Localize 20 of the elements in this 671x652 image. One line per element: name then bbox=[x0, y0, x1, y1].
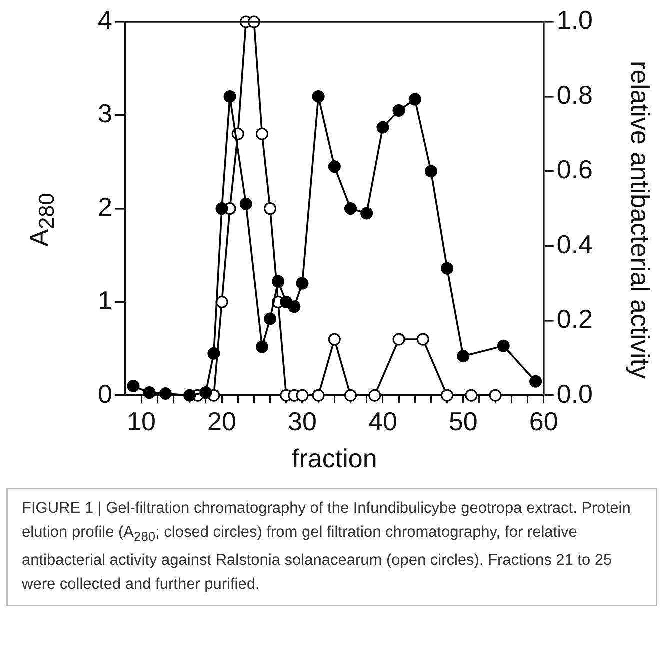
y2-tick-label: 1.0 bbox=[556, 5, 594, 36]
x-axis-title: fraction bbox=[292, 444, 378, 474]
y2-tick-label: 0.0 bbox=[556, 378, 594, 409]
y-tick-label: 0 bbox=[98, 378, 112, 409]
y-tick-label: 2 bbox=[98, 192, 112, 222]
x-tick-label: 40 bbox=[368, 406, 398, 436]
x-tick-label: 50 bbox=[448, 406, 478, 436]
y2-axis-title: relative antibacterial activity bbox=[624, 61, 656, 379]
caption: FIGURE 1 | Gel-filtration chromatography of the Infundibulicybe geotropa extract. Protein elution profile (A$_{280}$; closed circles) from gel filtration chromatography, for relative antibacterial activity against Ralstonia solanacearum (open circles). Fractions 21 to 25 were collected and further purified. bbox=[6, 488, 657, 606]
y2-tick-label: 0.8 bbox=[556, 80, 594, 110]
x-tick-label: 60 bbox=[529, 406, 558, 436]
x-tick-label: 10 bbox=[127, 406, 156, 436]
x-tick-label: 30 bbox=[288, 406, 317, 436]
y2-tick-label: 0.6 bbox=[556, 154, 594, 185]
y2-tick-label: 0.2 bbox=[556, 304, 594, 334]
y-tick-label: 1 bbox=[98, 285, 112, 316]
y-tick-label: 3 bbox=[98, 98, 112, 129]
x-tick-label: 20 bbox=[208, 406, 236, 436]
y-tick-label: 4 bbox=[98, 5, 112, 36]
y2-tick-label: 0.4 bbox=[556, 229, 594, 260]
